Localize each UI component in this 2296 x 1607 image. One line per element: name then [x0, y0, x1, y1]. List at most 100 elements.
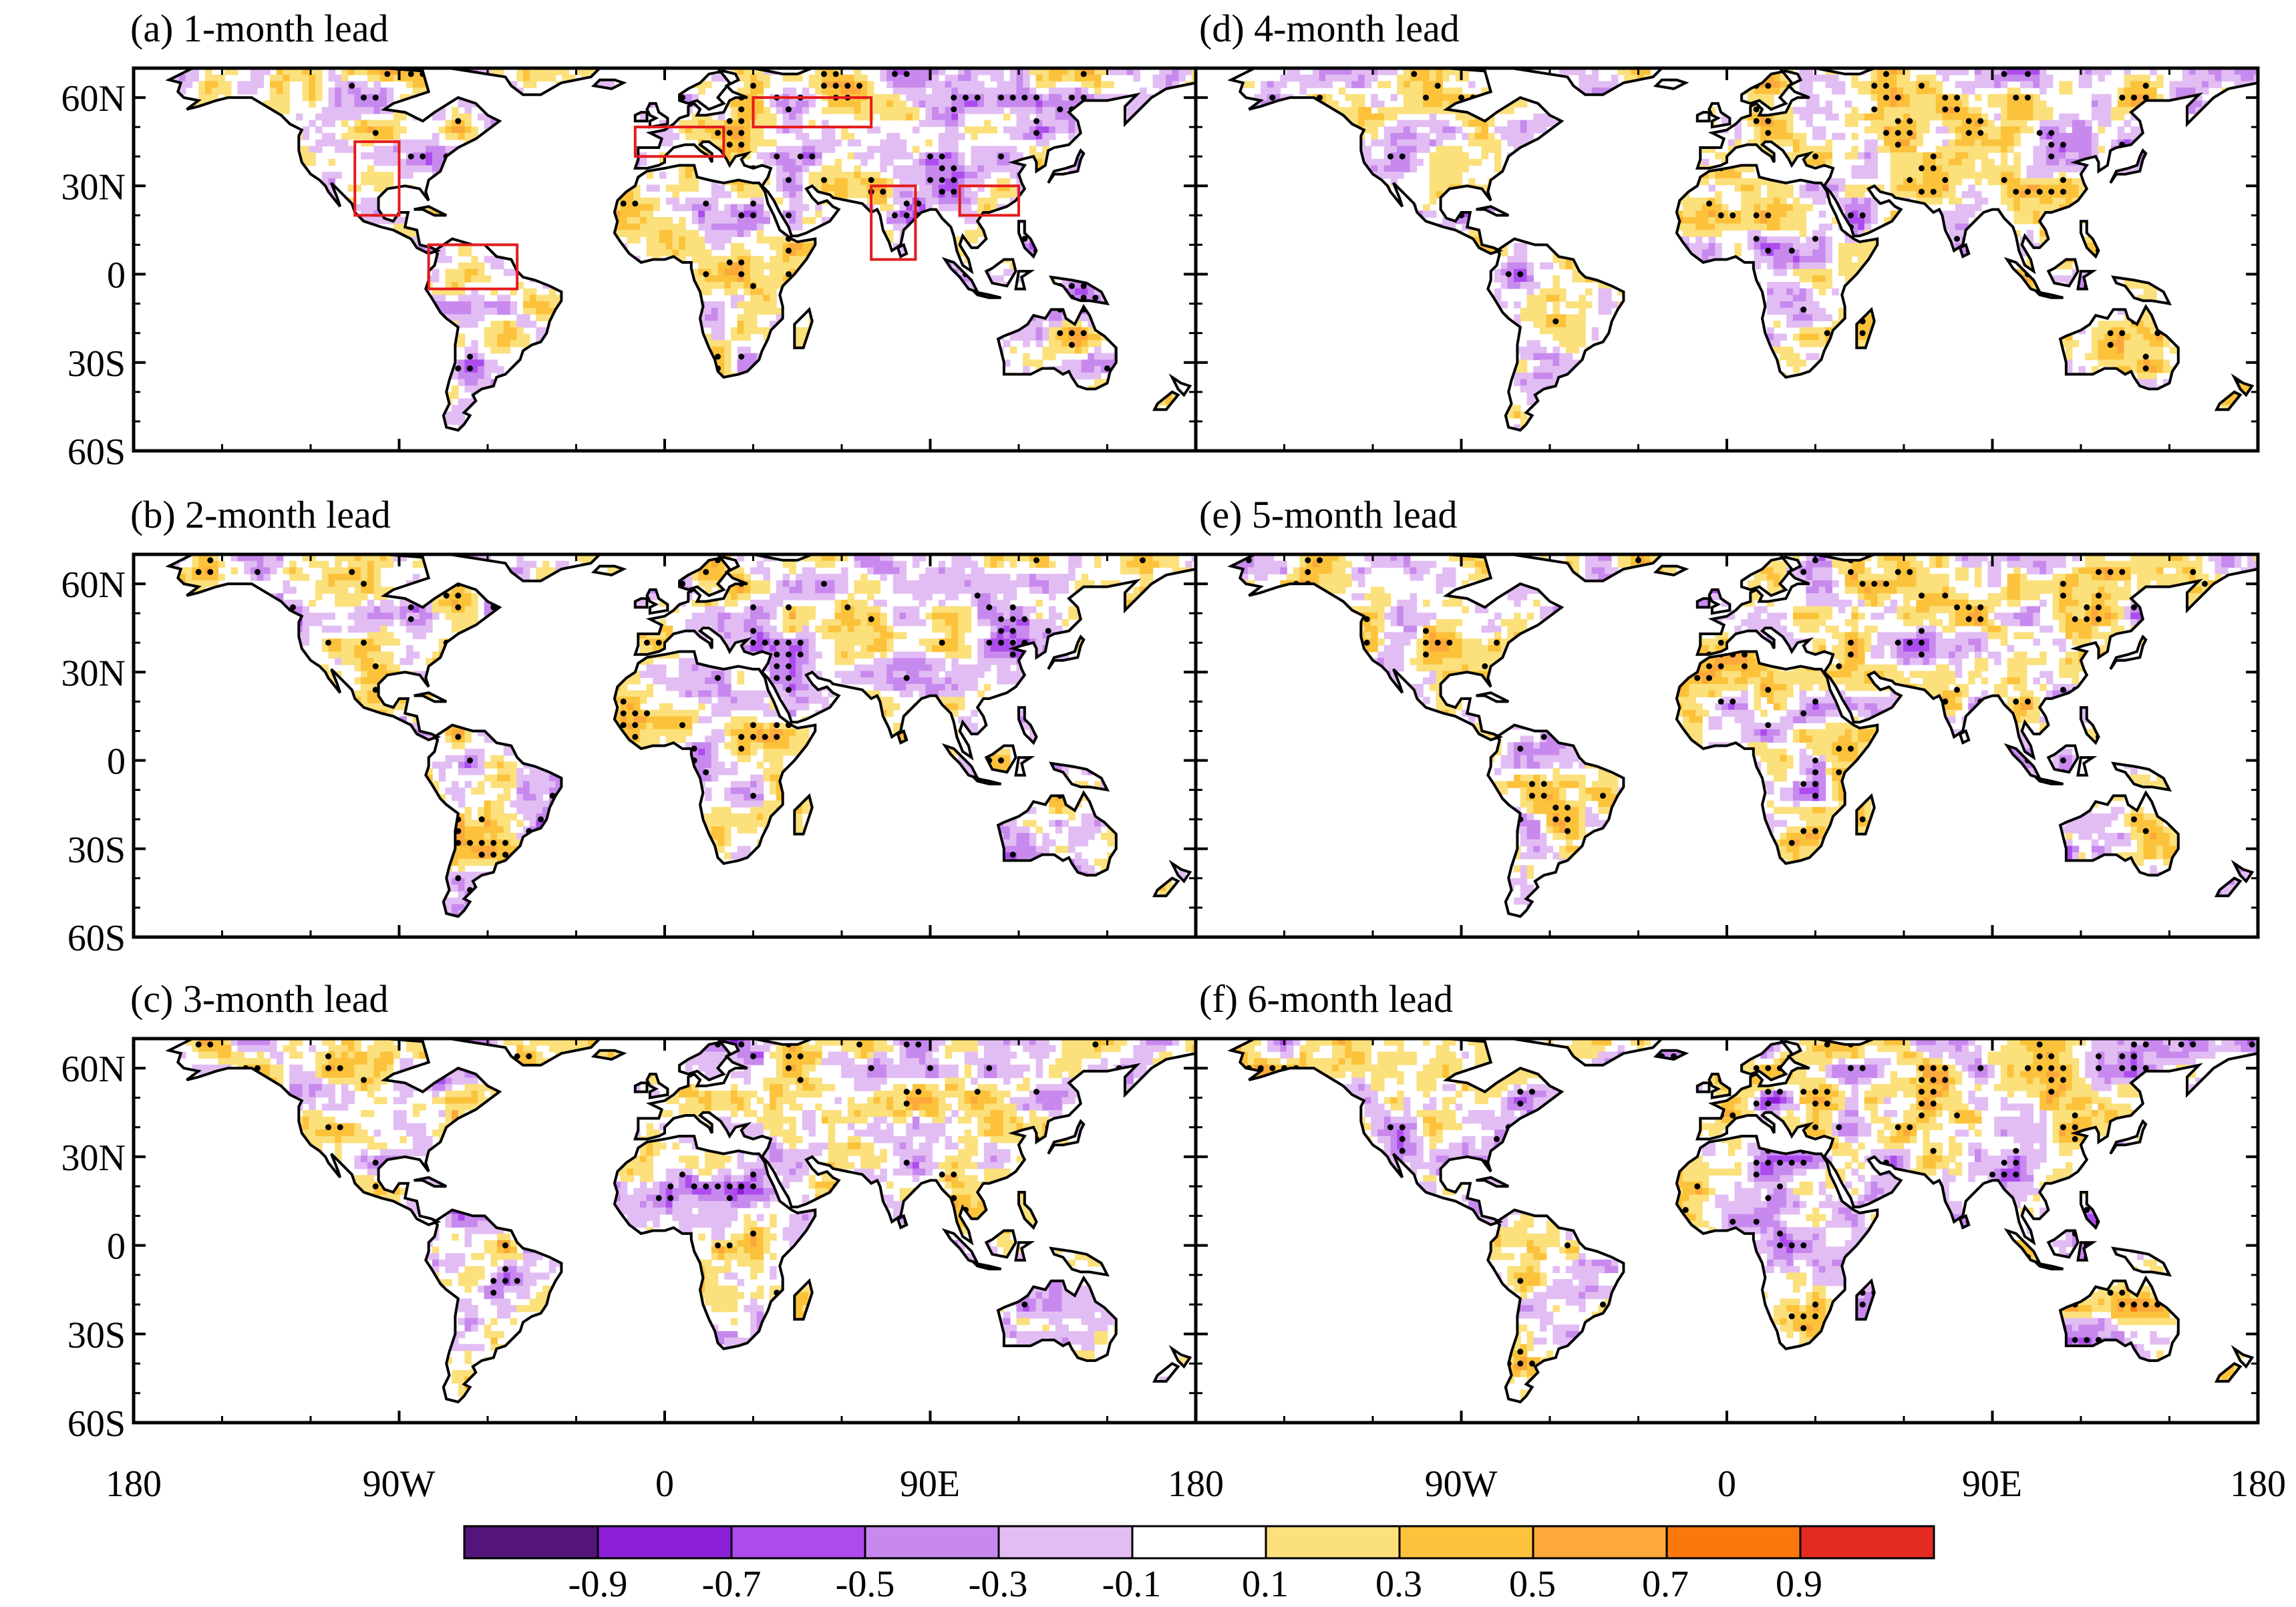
coastline-iceland	[591, 1049, 627, 1061]
coastline-africa	[1675, 1135, 1879, 1351]
x-tick-label-90w-right: 90W	[1425, 1463, 1498, 1505]
y-tick-label-c-3: 30S	[67, 1314, 126, 1356]
colorbar-swatch-8	[1398, 1525, 1534, 1560]
coastline-nzNorth	[2231, 373, 2255, 397]
coastline-java	[970, 289, 1001, 299]
map-panel-e	[1194, 552, 2260, 939]
y-tick-label-c-2: 0	[107, 1226, 126, 1268]
x-tick-label-180-mid: 180	[1168, 1463, 1224, 1505]
coastline-nzNorth	[1168, 859, 1192, 884]
coastline-sulawesi	[2076, 756, 2098, 777]
coastline-newGuinea	[2111, 275, 2172, 306]
coastline-sulawesi	[1014, 270, 1035, 291]
coastline-ireland	[633, 111, 649, 123]
coastline-northAmerica	[1227, 67, 1565, 255]
coastline-australia	[2058, 1275, 2180, 1363]
y-tick-label-a-1: 30N	[61, 166, 126, 208]
x-tick-label-180-right: 180	[2230, 1463, 2286, 1505]
colorbar-label-5: -0.1	[1102, 1564, 1162, 1605]
map-panels	[132, 66, 2260, 1425]
colorbar-label-6: 0.1	[1242, 1564, 1289, 1605]
panel-b-title: (b) 2-month lead	[130, 493, 391, 536]
coastline-northAmerica	[165, 553, 502, 741]
colorbar-swatch-9	[1532, 1525, 1668, 1560]
coastline-iceland	[1653, 564, 1689, 576]
coastline-northAmerica	[165, 67, 502, 255]
coastline-philippines	[2080, 220, 2100, 259]
map-panel-a	[132, 66, 1198, 453]
coastline-eurasia	[633, 553, 1197, 761]
map-panel-b	[132, 552, 1198, 939]
panel-d-title: (d) 4-month lead	[1199, 7, 1460, 50]
coastline-madagascar	[1855, 793, 1876, 836]
coastline-southAmerica	[424, 723, 563, 918]
coastline-sulawesi	[1014, 756, 1035, 777]
region-box-5	[870, 184, 917, 261]
coastline-northAmerica	[165, 1037, 502, 1226]
region-box-1	[353, 140, 401, 217]
coastline-iceland	[1653, 78, 1689, 90]
coastline-borneo	[984, 744, 1017, 774]
coastline-philippines	[1017, 220, 1038, 259]
coastline-sriLanka	[1958, 1214, 1971, 1230]
coastline-japan	[1047, 148, 1086, 184]
coastline-gbr	[1707, 102, 1732, 129]
coastline-cuba	[1476, 691, 1510, 703]
coastline-gbr	[645, 102, 669, 129]
panel-c-title: (c) 3-month lead	[130, 977, 389, 1021]
panel-e-title: (e) 5-month lead	[1199, 493, 1458, 536]
colorbar-swatch-10	[1665, 1525, 1802, 1560]
coastline-ireland	[1695, 597, 1711, 609]
coastline-madagascar	[1855, 307, 1876, 349]
coastline-iceland	[591, 564, 627, 576]
coastline-cuba	[414, 205, 448, 217]
coastline-iceland	[591, 78, 627, 90]
y-tick-label-a-0: 60N	[61, 78, 126, 120]
coastline-philippines	[2080, 706, 2100, 745]
panel-f-title: (f) 6-month lead	[1199, 977, 1453, 1021]
coastline-philippines	[1017, 706, 1038, 745]
coastline-southAmerica	[424, 1208, 563, 1404]
x-tick-label-0: 0	[655, 1463, 674, 1505]
coastline-newZealand	[2214, 876, 2243, 898]
coastline-japan	[1047, 635, 1086, 671]
map-panel-f	[1194, 1037, 2260, 1425]
coastline-australia	[996, 1275, 1118, 1363]
coastline-japan	[2109, 148, 2148, 184]
colorbar-swatch-4	[864, 1525, 1000, 1560]
coastline-africa	[613, 650, 817, 865]
panel-a-title: (a) 1-month lead	[130, 7, 389, 50]
coastline-sulawesi	[2076, 270, 2098, 291]
coastline-southAmerica	[1486, 1208, 1625, 1404]
coastline-sriLanka	[896, 1214, 909, 1230]
x-tick-label-180w: 180	[106, 1463, 162, 1505]
coastline-australia	[996, 304, 1118, 391]
coastline-northAmerica	[1227, 553, 1565, 741]
coastline-ireland	[1695, 1081, 1711, 1093]
coastline-japan	[2109, 635, 2148, 671]
colorbar-label-8: 0.5	[1509, 1564, 1556, 1605]
coastline-philippines	[1017, 1191, 1038, 1230]
region-box-3	[633, 126, 725, 158]
coastline-cuba	[1476, 1176, 1510, 1188]
colorbar-swatch-1	[463, 1525, 599, 1560]
y-tick-label-b-2: 0	[107, 741, 126, 783]
colorbar-label-1: -0.9	[568, 1564, 628, 1605]
coastline-eurasia	[1695, 553, 2259, 761]
latitude-axis-labels: 60N 30N 0 30S 60S 60N 30N 0 30S 60S 60N 30N 0 30S 60S	[61, 78, 126, 1445]
y-tick-label-b-0: 60N	[61, 564, 126, 606]
coastline-newZealand	[1152, 1362, 1180, 1383]
coastline-nzNorth	[1168, 1345, 1192, 1369]
coastline-borneo	[2046, 258, 2080, 288]
coastline-sulawesi	[1014, 1241, 1035, 1262]
coastline-australia	[2058, 304, 2180, 391]
y-tick-label-c-0: 60N	[61, 1049, 126, 1090]
coastline-madagascar	[1855, 1278, 1876, 1321]
colorbar-label-4: -0.3	[969, 1564, 1028, 1605]
coastline-newGuinea	[1049, 761, 1110, 792]
y-tick-label-a-4: 60S	[67, 431, 126, 473]
region-box-4	[752, 96, 873, 129]
coastline-java	[2032, 289, 2064, 299]
coastline-africa	[1675, 164, 1879, 379]
coastline-philippines	[2080, 1191, 2100, 1230]
